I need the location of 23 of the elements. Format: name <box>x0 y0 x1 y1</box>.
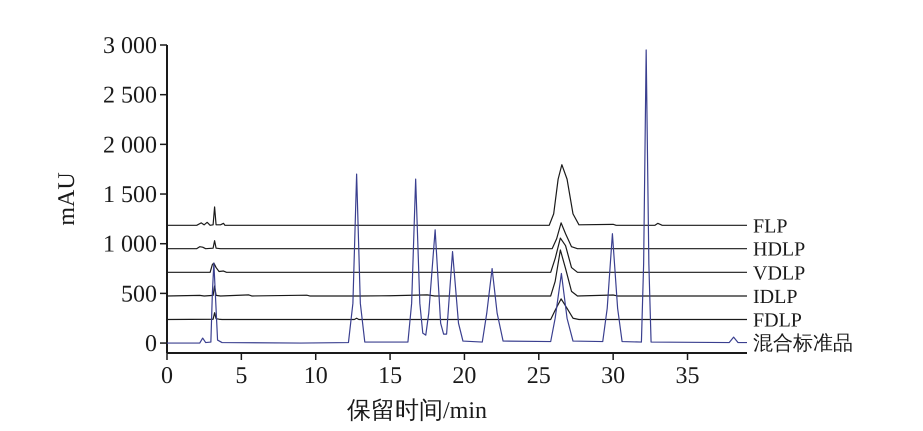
y-axis-title: mAU <box>54 172 80 226</box>
series-label: IDLP <box>753 286 798 308</box>
series-label: VDLP <box>753 262 806 284</box>
x-tick-label: 15 <box>378 363 402 389</box>
x-tick-label: 25 <box>526 363 551 389</box>
x-tick-label: 30 <box>601 363 626 389</box>
x-tick-label: 35 <box>676 363 700 389</box>
y-tick-label: 1 500 <box>103 182 157 208</box>
series-label: FLP <box>753 215 788 238</box>
y-tick-label: 2 500 <box>103 82 157 109</box>
y-tick-label: 2 000 <box>103 132 157 158</box>
y-tick-label: 500 <box>121 281 157 308</box>
series-label: FDLP <box>753 310 802 332</box>
y-tick-label: 0 <box>145 331 157 358</box>
series-label: 混合标准品 <box>753 332 853 355</box>
y-tick-label: 3 000 <box>103 33 157 59</box>
x-tick-label: 20 <box>452 363 476 389</box>
x-tick-label: 10 <box>304 363 328 389</box>
x-tick-label: 0 <box>161 363 173 389</box>
y-tick-label: 1 000 <box>103 232 157 258</box>
x-tick-label: 5 <box>235 363 248 389</box>
x-axis-title: 保留时间/min <box>346 398 488 424</box>
series-label: HDLP <box>753 238 806 261</box>
